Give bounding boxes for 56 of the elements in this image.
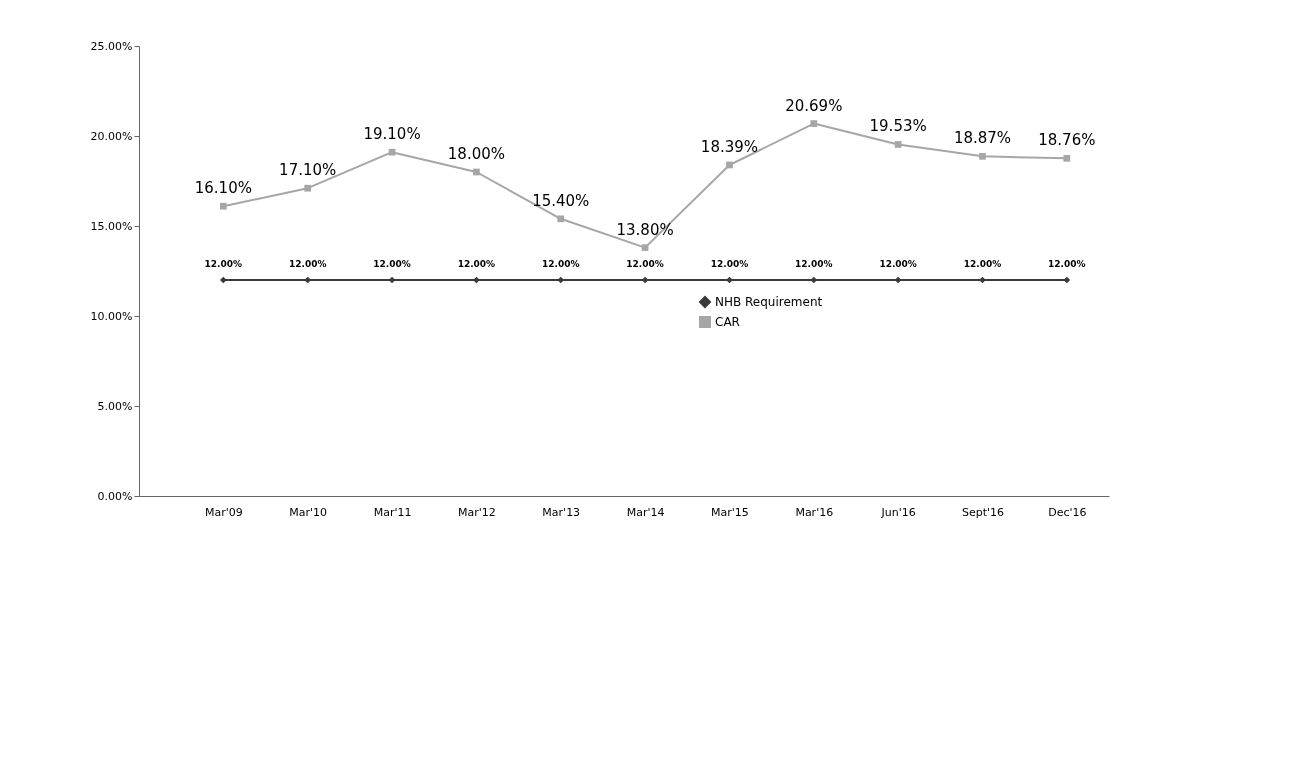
data-label: 13.80% — [616, 220, 674, 239]
point — [388, 148, 396, 156]
x-tick-label: Mar'15 — [711, 505, 749, 519]
data-label: 12.00% — [963, 259, 1002, 269]
point — [641, 244, 649, 251]
data-label: 18.39% — [700, 137, 759, 156]
x-tick-label: Mar'12 — [458, 505, 496, 519]
point — [726, 161, 733, 169]
x-tick-label: Mar'13 — [542, 505, 581, 519]
data-label: 18.76% — [1038, 131, 1096, 150]
data-label: 12.00% — [541, 259, 580, 269]
point — [388, 276, 396, 284]
data-label: 12.00% — [204, 259, 243, 269]
x-tick-label: Mar'10 — [289, 505, 328, 519]
legend-label: CAR — [715, 315, 740, 329]
data-label: 18.00% — [447, 145, 505, 163]
data-label: 12.00% — [457, 259, 496, 269]
point — [304, 184, 312, 192]
x-tick-label: Jun'16 — [880, 505, 916, 519]
data-label: 18.87% — [953, 129, 1012, 148]
point — [557, 215, 565, 223]
point — [219, 276, 227, 284]
data-label: 12.00% — [626, 259, 664, 269]
y-tick-label: 25.00% — [90, 39, 133, 53]
y-tick-label: 0.00% — [97, 489, 133, 503]
point — [1063, 154, 1071, 162]
point — [473, 168, 480, 176]
data-label: 20.69% — [785, 96, 843, 115]
point — [219, 202, 227, 210]
y-tick-label: 15.00% — [90, 219, 133, 233]
data-label: 12.00% — [879, 259, 917, 269]
x-tick-label: Dec'16 — [1048, 505, 1087, 519]
data-label: 19.10% — [363, 125, 421, 144]
data-label: 19.53% — [869, 117, 927, 136]
data-label: 12.00% — [795, 259, 833, 269]
data-label: 15.40% — [532, 191, 590, 210]
y-tick-label: 5.00% — [97, 399, 133, 413]
legend-label: NHB Requirement — [715, 295, 823, 309]
point — [641, 276, 649, 284]
point — [810, 120, 818, 127]
x-tick-label: Mar'16 — [795, 505, 834, 519]
point — [979, 152, 986, 160]
data-label: 17.10% — [279, 161, 337, 180]
data-label: 12.00% — [373, 259, 411, 269]
x-tick-label: Mar'14 — [626, 505, 665, 519]
x-tick-label: Mar'09 — [204, 505, 243, 519]
y-tick-label: 10.00% — [90, 309, 133, 323]
x-tick-label: Mar'11 — [373, 505, 412, 519]
x-tick-label: Sept'16 — [961, 505, 1005, 519]
point — [894, 141, 902, 148]
data-label: 12.00% — [1048, 259, 1086, 269]
data-label: 16.10% — [194, 179, 252, 198]
point — [1063, 276, 1071, 284]
data-label: 12.00% — [710, 259, 749, 269]
y-tick-label: 20.00% — [90, 129, 133, 143]
data-label: 12.00% — [288, 259, 327, 269]
